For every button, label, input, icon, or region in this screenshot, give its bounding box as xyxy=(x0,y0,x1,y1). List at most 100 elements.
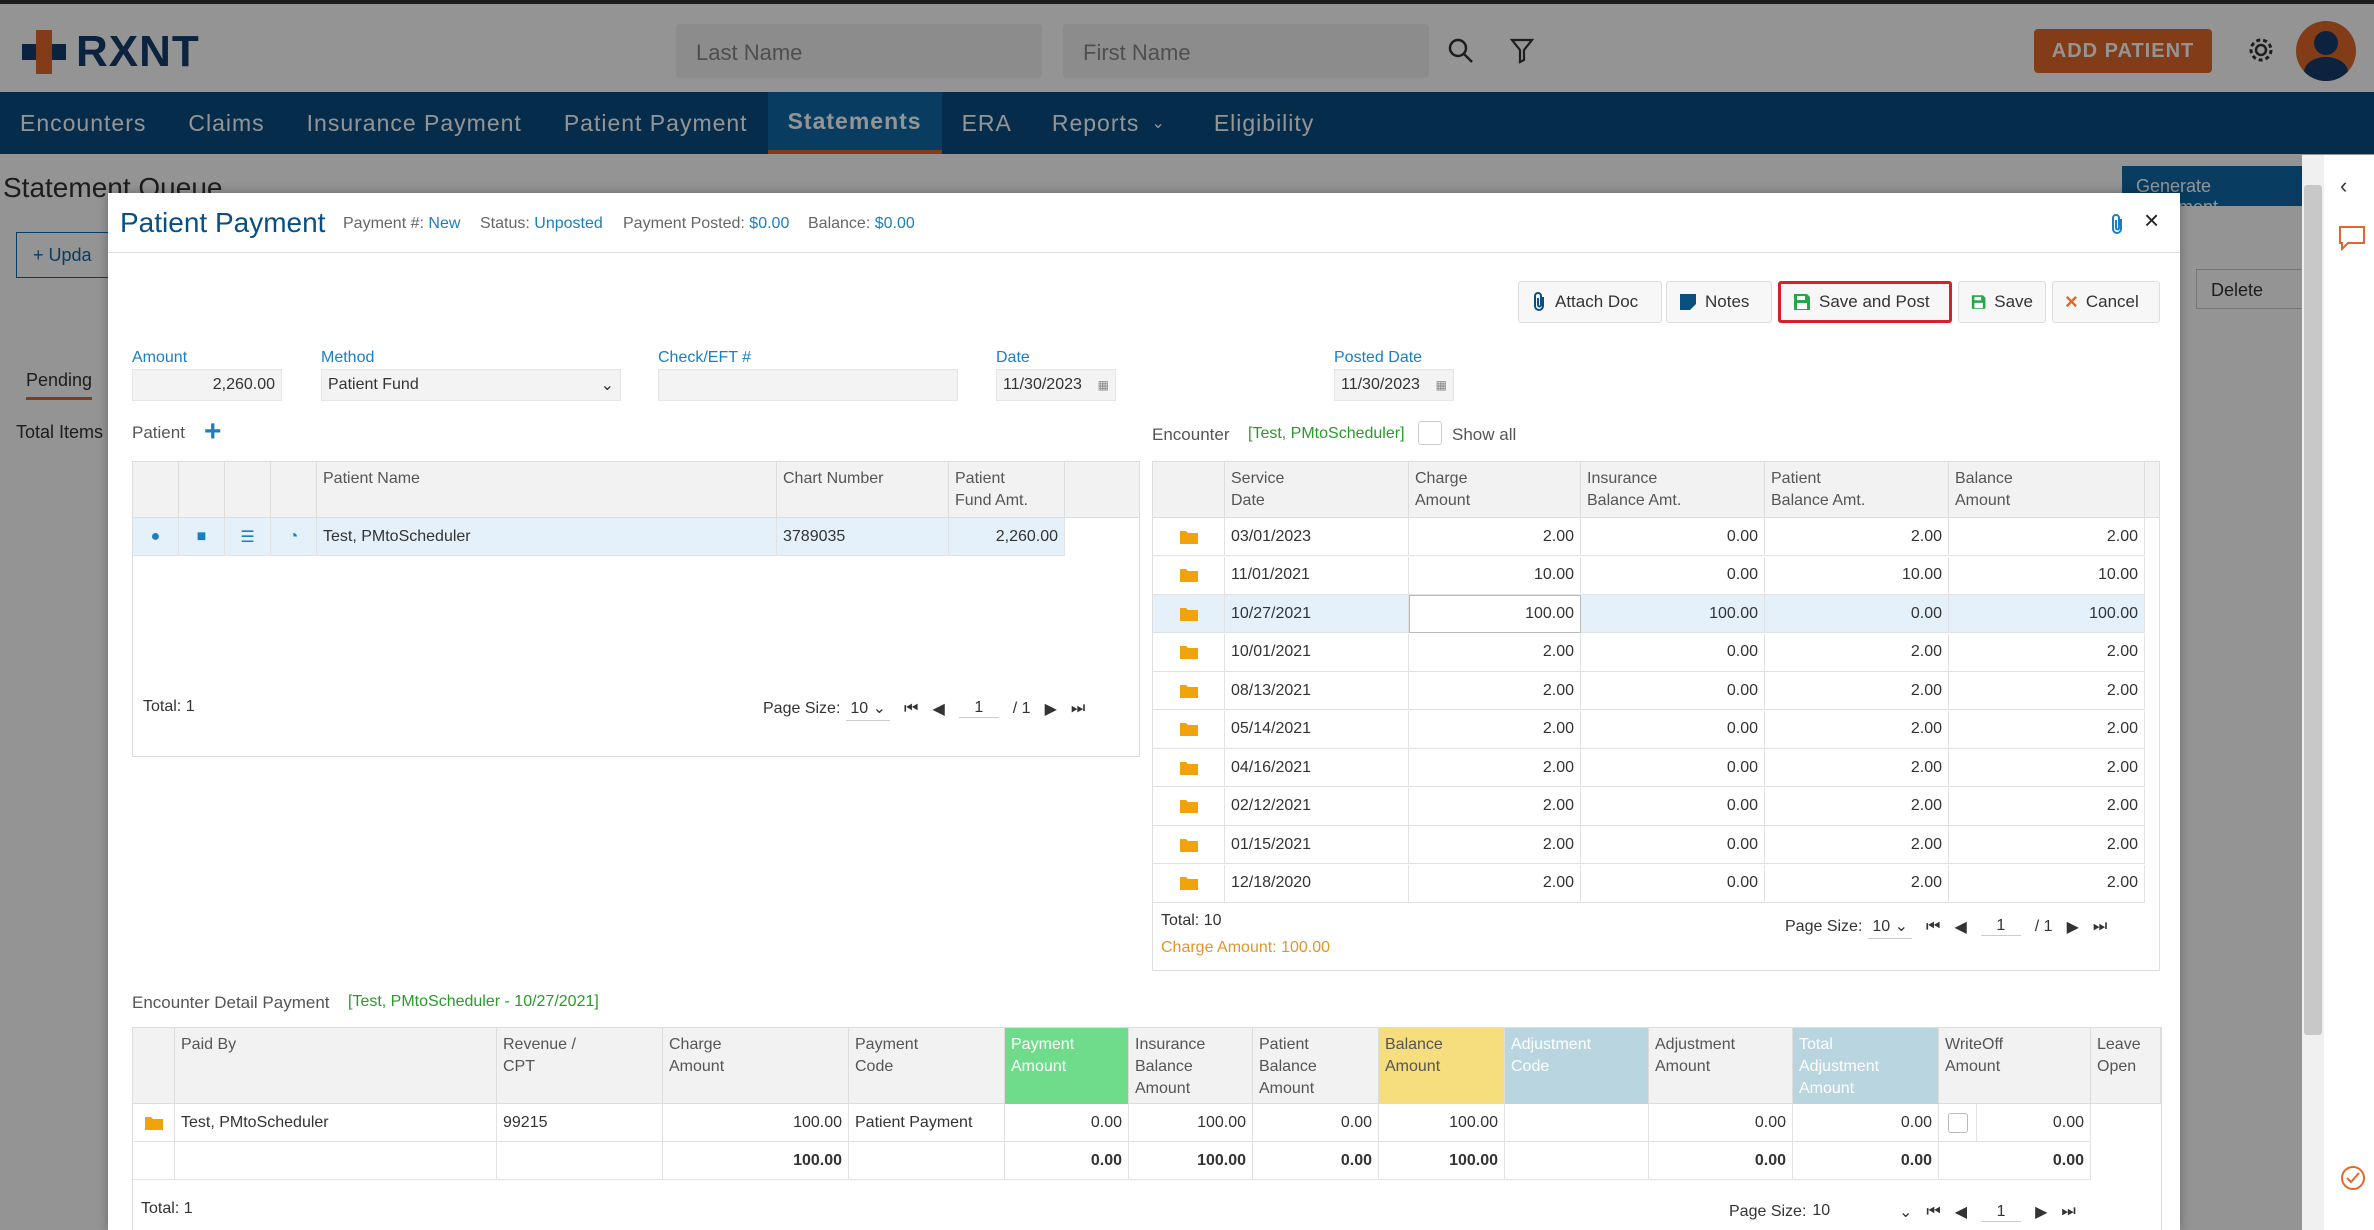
last-page-icon[interactable]: ⏭ xyxy=(2061,1203,2076,1220)
header-payment-amount[interactable]: Payment Amount xyxy=(1005,1028,1129,1104)
add-patient-plus-icon[interactable]: + xyxy=(204,415,222,448)
first-page-icon[interactable]: ⏮ xyxy=(1926,1203,1941,1220)
method-select[interactable]: Patient Fund ⌄ xyxy=(321,369,621,401)
table-row[interactable]: ● ■ ☰ ◔ Test, PMtoScheduler 3789035 2,26… xyxy=(133,518,1065,556)
header-revenue-cpt[interactable]: Revenue / CPT xyxy=(497,1028,663,1104)
page-size-select[interactable]: 10 ⌄ xyxy=(846,696,891,721)
table-row[interactable]: Test, PMtoScheduler 99215 100.00 Patient Pa… xyxy=(133,1104,2091,1142)
table-row[interactable]: 03/01/2023 2.00 0.00 2.00 2.00 xyxy=(1153,518,2145,556)
charge-amount-cell[interactable]: 2.00 xyxy=(1409,633,1581,672)
leave-open-checkbox[interactable] xyxy=(1939,1104,1977,1142)
header-total-adjustment[interactable]: Total Adjustment Amount xyxy=(1793,1028,1939,1104)
folder-icon[interactable] xyxy=(1153,672,1225,710)
briefcase-icon[interactable]: ■ xyxy=(179,518,225,556)
page-number-input[interactable]: 1 xyxy=(1981,1203,2022,1222)
header-patient-name[interactable]: Patient Name xyxy=(317,462,777,518)
list-icon[interactable]: ☰ xyxy=(225,518,271,556)
charge-amount-cell[interactable]: 2.00 xyxy=(1409,672,1581,710)
table-row[interactable]: 08/13/2021 2.00 0.00 2.00 2.00 xyxy=(1153,672,2145,710)
header-patient-balance[interactable]: Patient Balance Amt. xyxy=(1765,462,1949,518)
page-number-input[interactable]: 1 xyxy=(1980,917,2021,936)
table-row[interactable]: 01/15/2021 2.00 0.00 2.00 2.00 xyxy=(1153,826,2145,864)
filter-icon[interactable] xyxy=(1510,38,1534,64)
nav-eligibility[interactable]: Eligibility xyxy=(1213,109,1315,136)
header-chart-number[interactable]: Chart Number xyxy=(777,462,949,518)
last-page-icon[interactable]: ⏭ xyxy=(1070,699,1086,717)
table-row[interactable]: 02/12/2021 2.00 0.00 2.00 2.00 xyxy=(1153,787,2145,826)
charge-amount-cell[interactable]: 2.00 xyxy=(1409,518,1581,556)
check-eft-input[interactable] xyxy=(658,369,958,401)
folder-icon[interactable] xyxy=(1153,710,1225,749)
nav-reports[interactable]: Reports ⌄ xyxy=(1032,92,1186,154)
last-name-search[interactable]: Last Name xyxy=(676,24,1042,78)
charge-amount-cell[interactable]: 2.00 xyxy=(1409,787,1581,826)
rxnt-logo[interactable]: RXNT xyxy=(20,26,200,78)
next-page-icon[interactable]: ▶ xyxy=(1044,700,1057,718)
header-adjustment-code[interactable]: Adjustment Code xyxy=(1505,1028,1649,1104)
header-insurance-balance[interactable]: Insurance Balance Amt. xyxy=(1581,462,1765,518)
payment-amount-cell[interactable]: 0.00 xyxy=(1005,1104,1129,1142)
save-and-post-button[interactable]: Save and Post xyxy=(1778,281,1952,323)
folder-icon[interactable] xyxy=(1153,787,1225,826)
page-scrollbar-thumb[interactable] xyxy=(2304,185,2322,1035)
prev-page-icon[interactable]: ◀ xyxy=(1954,1204,1968,1221)
page-size-select[interactable]: 10 ⌄ xyxy=(1812,1202,1912,1222)
header-charge-amount[interactable]: Charge Amount xyxy=(1409,462,1581,518)
adjustment-amount-cell[interactable]: 0.00 xyxy=(1649,1104,1793,1142)
search-icon[interactable] xyxy=(1448,38,1474,64)
gear-icon[interactable] xyxy=(2247,36,2275,64)
header-balance-amount[interactable]: Balance Amount xyxy=(1379,1028,1505,1104)
prev-page-icon[interactable]: ◀ xyxy=(932,700,945,718)
pending-tab[interactable]: Pending xyxy=(26,370,93,400)
header-insurance-balance[interactable]: Insurance Balance Amount xyxy=(1129,1028,1253,1104)
table-row[interactable]: 11/01/2021 10.00 0.00 10.00 10.00 xyxy=(1153,556,2145,595)
first-page-icon[interactable]: ⏮ xyxy=(904,699,919,717)
close-icon[interactable]: × xyxy=(2144,205,2160,235)
adjustment-code-cell[interactable] xyxy=(1505,1104,1649,1142)
avatar[interactable] xyxy=(2296,21,2356,81)
folder-icon[interactable] xyxy=(1153,864,1225,903)
folder-icon[interactable] xyxy=(1153,556,1225,595)
header-writeoff-amount[interactable]: WriteOff Amount xyxy=(1939,1028,2091,1104)
last-page-icon[interactable]: ⏭ xyxy=(2092,917,2108,935)
first-page-icon[interactable]: ⏮ xyxy=(1926,917,1941,935)
charge-amount-cell[interactable]: 2.00 xyxy=(1409,864,1581,903)
paperclip-icon[interactable] xyxy=(2108,213,2126,235)
posted-date-input[interactable]: 11/30/2023 ▦ xyxy=(1334,369,1454,401)
first-name-search[interactable]: First Name xyxy=(1063,24,1429,78)
table-row[interactable]: 05/14/2021 2.00 0.00 2.00 2.00 xyxy=(1153,710,2145,749)
header-payment-code[interactable]: Payment Code xyxy=(849,1028,1005,1104)
charge-amount-cell[interactable]: 2.00 xyxy=(1409,826,1581,864)
header-balance-amount[interactable]: Balance Amount xyxy=(1949,462,2145,518)
next-page-icon[interactable]: ▶ xyxy=(2066,918,2079,936)
header-adjustment-amount[interactable]: Adjustment Amount xyxy=(1649,1028,1793,1104)
dashboard-icon[interactable]: ◔ xyxy=(271,518,317,556)
header-service-date[interactable]: Service Date xyxy=(1225,462,1409,518)
page-number-input[interactable]: 1 xyxy=(958,699,999,718)
charge-amount-cell[interactable]: 100.00 xyxy=(1409,595,1581,633)
check-circle-icon[interactable] xyxy=(2340,1165,2366,1191)
charge-amount-cell[interactable]: 2.00 xyxy=(1409,710,1581,749)
folder-icon[interactable] xyxy=(1153,826,1225,864)
next-page-icon[interactable]: ▶ xyxy=(2035,1204,2048,1221)
charge-amount-cell[interactable]: 10.00 xyxy=(1409,556,1581,595)
nav-era[interactable]: ERA xyxy=(961,109,1012,136)
user-icon[interactable]: ● xyxy=(133,518,179,556)
amount-input[interactable]: 2,260.00 xyxy=(132,369,282,401)
show-all-checkbox[interactable] xyxy=(1418,421,1442,445)
header-charge-amount[interactable]: Charge Amount xyxy=(663,1028,849,1104)
header-leave-open[interactable]: Leave Open xyxy=(2091,1028,2161,1104)
page-size-select[interactable]: 10 ⌄ xyxy=(1868,914,1913,939)
nav-statements[interactable]: Statements xyxy=(767,92,942,154)
writeoff-amount-cell[interactable]: 0.00 xyxy=(1939,1104,2091,1142)
charge-amount-cell[interactable]: 2.00 xyxy=(1409,749,1581,787)
table-row[interactable]: 10/01/2021 2.00 0.00 2.00 2.00 xyxy=(1153,633,2145,672)
folder-icon[interactable] xyxy=(1153,595,1225,633)
add-patient-button[interactable]: ADD PATIENT xyxy=(2034,29,2212,73)
attach-doc-button[interactable]: Attach Doc xyxy=(1518,281,1662,323)
folder-icon[interactable] xyxy=(1153,633,1225,672)
date-input[interactable]: 11/30/2023 ▦ xyxy=(996,369,1116,401)
nav-encounters[interactable]: Encounters xyxy=(20,109,147,136)
notes-button[interactable]: Notes xyxy=(1666,281,1772,323)
nav-insurance-payment[interactable]: Insurance Payment xyxy=(306,109,522,136)
